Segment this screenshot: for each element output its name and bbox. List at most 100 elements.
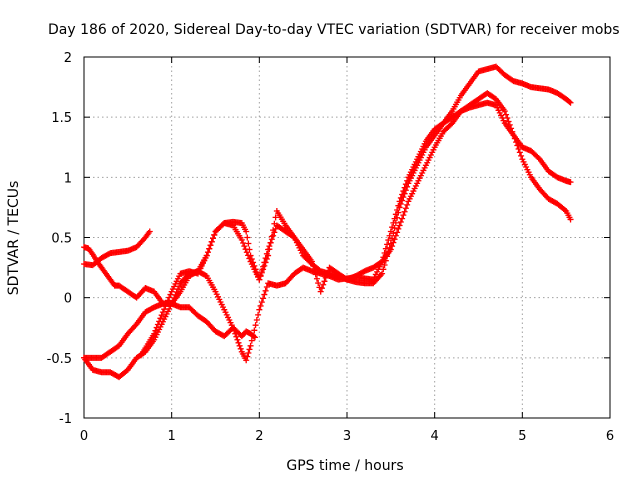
data-point [152, 327, 159, 334]
data-point [384, 241, 391, 248]
data-point [397, 219, 404, 226]
data-point [256, 306, 263, 313]
data-point [263, 255, 270, 262]
data-point [246, 255, 253, 262]
data-point [251, 327, 258, 334]
data-point [518, 152, 525, 159]
data-point [241, 243, 248, 250]
data-point [510, 132, 517, 139]
data-point [404, 183, 411, 190]
data-point [151, 330, 158, 337]
data-point [394, 214, 401, 221]
data-point [162, 303, 169, 310]
y-tick-label: -1 [59, 412, 72, 427]
data-point [323, 271, 330, 278]
data-point [399, 215, 406, 222]
data-point [163, 300, 170, 307]
data-point [164, 297, 171, 304]
data-point [266, 246, 273, 253]
data-point [258, 299, 265, 306]
data-point [208, 238, 215, 245]
data-point [255, 311, 262, 318]
data-point [391, 225, 398, 232]
x-axis-title: GPS time / hours [286, 458, 403, 474]
data-point [261, 291, 268, 298]
data-point [382, 245, 389, 252]
data-point [566, 98, 573, 105]
data-point [247, 342, 254, 349]
data-point [312, 271, 319, 278]
data-point [402, 187, 409, 194]
data-point [391, 236, 398, 243]
data-point [392, 219, 399, 226]
data-point [401, 190, 408, 197]
x-tick-label: 6 [606, 429, 614, 444]
data-point [245, 240, 252, 247]
data-point [156, 318, 163, 325]
data-point [238, 236, 245, 243]
data-point [270, 232, 277, 239]
data-point [567, 99, 574, 106]
data-point [396, 204, 403, 211]
data-point [257, 302, 264, 309]
y-tick-label: 0 [64, 292, 72, 307]
data-point [235, 339, 242, 346]
x-tick-label: 3 [343, 429, 351, 444]
x-tick-label: 5 [518, 429, 526, 444]
series-track-a [81, 228, 153, 269]
data-point [379, 270, 386, 277]
data-point [234, 336, 241, 343]
data-point [211, 231, 218, 238]
data-point [257, 273, 264, 280]
data-point [203, 252, 210, 259]
data-point [311, 267, 318, 274]
data-point [561, 206, 568, 213]
data-point [167, 291, 174, 298]
data-point [387, 246, 394, 253]
data-point [244, 234, 251, 241]
data-point [400, 212, 407, 219]
data-point [158, 312, 165, 319]
series-track-b [81, 99, 574, 364]
data-point [242, 246, 249, 253]
data-point [251, 334, 258, 341]
data-point [395, 209, 402, 216]
data-point [250, 333, 257, 340]
data-point [252, 322, 259, 329]
data-point [261, 262, 268, 269]
data-point [399, 197, 406, 204]
data-point [515, 145, 522, 152]
data-point [166, 294, 173, 301]
data-point [236, 342, 243, 349]
data-point [509, 128, 516, 135]
data-point [246, 346, 253, 353]
data-point [207, 242, 214, 249]
data-point [243, 357, 250, 364]
data-point [271, 220, 278, 227]
data-point [253, 317, 260, 324]
data-point [204, 249, 211, 256]
data-point [176, 283, 183, 290]
data-point [396, 222, 403, 229]
data-point [501, 108, 508, 115]
data-point [260, 295, 267, 302]
data-point [513, 139, 520, 146]
data-point [258, 269, 265, 276]
data-point [267, 239, 274, 246]
data-point [567, 216, 574, 223]
data-point [262, 287, 269, 294]
data-point [508, 125, 515, 132]
data-point [404, 201, 411, 208]
data-point [268, 233, 275, 240]
data-point [401, 208, 408, 215]
series-track-e [137, 90, 574, 359]
x-tick-label: 1 [168, 429, 176, 444]
data-point [400, 194, 407, 201]
chart-title: Day 186 of 2020, Sidereal Day-to-day VTE… [48, 22, 620, 38]
data-point [402, 205, 409, 212]
series-layer [81, 63, 574, 381]
data-point [240, 240, 247, 247]
grid [84, 57, 610, 418]
data-point [503, 111, 510, 118]
